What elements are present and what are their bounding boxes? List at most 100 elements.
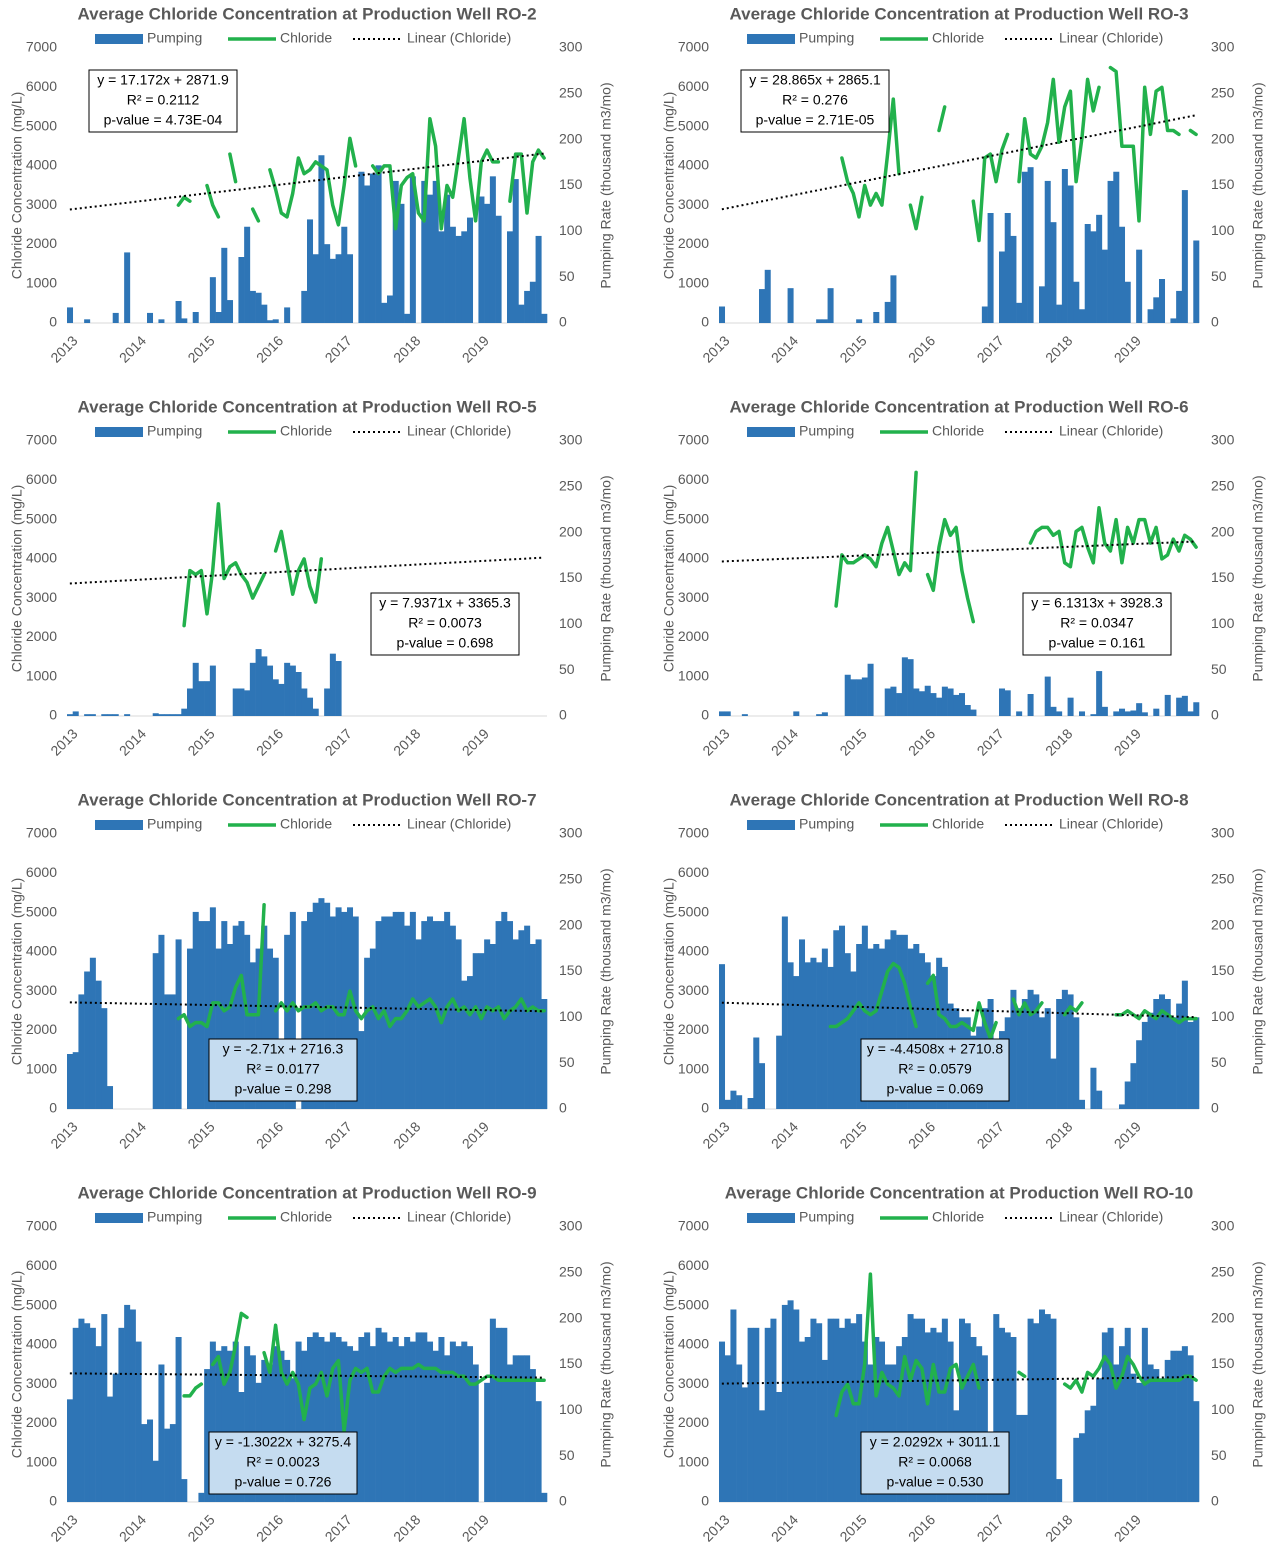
line — [834, 1272, 1198, 1418]
y2-tick-label: 250 — [559, 478, 583, 494]
legend-label: Chloride — [280, 423, 332, 439]
bar — [112, 1373, 119, 1502]
bar — [89, 714, 96, 716]
bar — [524, 925, 531, 1109]
x-tick-label: 2017 — [974, 1118, 1007, 1151]
bar — [907, 948, 914, 1109]
bar — [1113, 711, 1120, 716]
bar — [524, 290, 531, 323]
y-tick-label: 3000 — [678, 1375, 709, 1391]
bar — [187, 688, 194, 716]
y-tick-label: 4000 — [26, 943, 57, 959]
y2-tick-label: 100 — [1211, 615, 1235, 631]
bar — [398, 1346, 405, 1502]
legend-label: Pumping — [147, 423, 202, 439]
bar — [1181, 190, 1188, 323]
bar — [1010, 235, 1017, 323]
bar — [232, 925, 239, 1109]
y2-axis-title: Pumping Rate (thousand m3/mo) — [1250, 1261, 1266, 1467]
x-tick-label: 2018 — [1042, 1118, 1075, 1151]
bar — [827, 1318, 834, 1502]
bar — [1147, 1364, 1154, 1502]
bar — [816, 319, 823, 323]
bar — [1067, 994, 1074, 1109]
bar — [770, 1318, 777, 1502]
y2-tick-label: 150 — [559, 962, 583, 978]
bar — [427, 916, 434, 1109]
bar — [719, 711, 726, 716]
y-tick-label: 0 — [701, 1493, 709, 1509]
bar — [404, 1337, 411, 1502]
x-tick-label: 2015 — [836, 725, 869, 758]
bar — [364, 957, 371, 1109]
bar — [1033, 1323, 1040, 1502]
bar — [301, 921, 308, 1109]
bar — [1090, 1067, 1097, 1109]
trendline — [69, 1372, 545, 1379]
bar — [221, 247, 228, 323]
bar — [495, 921, 502, 1109]
y2-tick-label: 300 — [559, 432, 583, 448]
bar — [404, 313, 411, 323]
bar — [999, 688, 1006, 716]
annotation-text: R² = 0.0023 — [246, 1454, 320, 1470]
bar — [272, 679, 279, 716]
legend-label: Chloride — [280, 30, 332, 46]
chart-panel: Average Chloride Concentration at Produc… — [9, 790, 614, 1151]
bar — [993, 1314, 1000, 1502]
bar — [278, 1350, 285, 1502]
y-tick-label: 2000 — [678, 628, 709, 644]
bar — [1073, 281, 1080, 323]
bar — [936, 1332, 943, 1502]
bar — [981, 306, 988, 323]
legend-swatch — [747, 34, 795, 44]
y2-tick-label: 200 — [559, 916, 583, 932]
y-tick-label: 1000 — [678, 1453, 709, 1469]
bar — [312, 1332, 319, 1502]
bar — [301, 1350, 308, 1502]
bar — [535, 1401, 542, 1502]
bar — [147, 312, 154, 323]
bar — [856, 679, 863, 716]
bar — [101, 714, 108, 716]
y2-tick-label: 50 — [1211, 661, 1227, 677]
legend-label: Chloride — [932, 816, 984, 832]
y2-axis-title: Pumping Rate (thousand m3/mo) — [1250, 82, 1266, 288]
bar — [781, 916, 788, 1109]
bar — [1039, 286, 1046, 323]
bar — [329, 653, 336, 716]
annotation-text: p-value = 0.726 — [235, 1474, 332, 1490]
bar — [78, 994, 85, 1109]
y2-tick-label: 250 — [1211, 85, 1235, 101]
bar — [192, 911, 199, 1109]
y-axis-title: Chloride Concentration (mg/L) — [9, 1271, 25, 1459]
bar — [1119, 226, 1126, 323]
bar — [1004, 213, 1011, 323]
bar — [799, 1341, 806, 1502]
bar — [1084, 1410, 1091, 1502]
bar — [724, 1355, 731, 1502]
bar — [455, 235, 462, 323]
line — [840, 65, 1198, 243]
bar — [1153, 999, 1160, 1109]
bar — [84, 319, 91, 323]
y2-tick-label: 0 — [1211, 707, 1219, 723]
bar — [409, 911, 416, 1109]
bar — [1101, 706, 1108, 716]
bar — [1044, 1008, 1051, 1109]
bar — [1159, 1378, 1166, 1502]
bar — [1079, 309, 1086, 323]
annotation-text: p-value = 0.298 — [235, 1081, 332, 1097]
bar — [158, 319, 165, 323]
x-tick-label: 2015 — [836, 332, 869, 365]
bar — [209, 1341, 216, 1502]
bar — [507, 231, 514, 323]
y-tick-label: 3000 — [678, 589, 709, 605]
bar — [409, 176, 416, 323]
x-tick-label: 2015 — [836, 1511, 869, 1544]
bar — [84, 714, 91, 716]
legend-label: Pumping — [799, 30, 854, 46]
y-tick-label: 7000 — [26, 1218, 57, 1234]
y-tick-label: 1000 — [678, 667, 709, 683]
legend-label: Chloride — [280, 816, 332, 832]
